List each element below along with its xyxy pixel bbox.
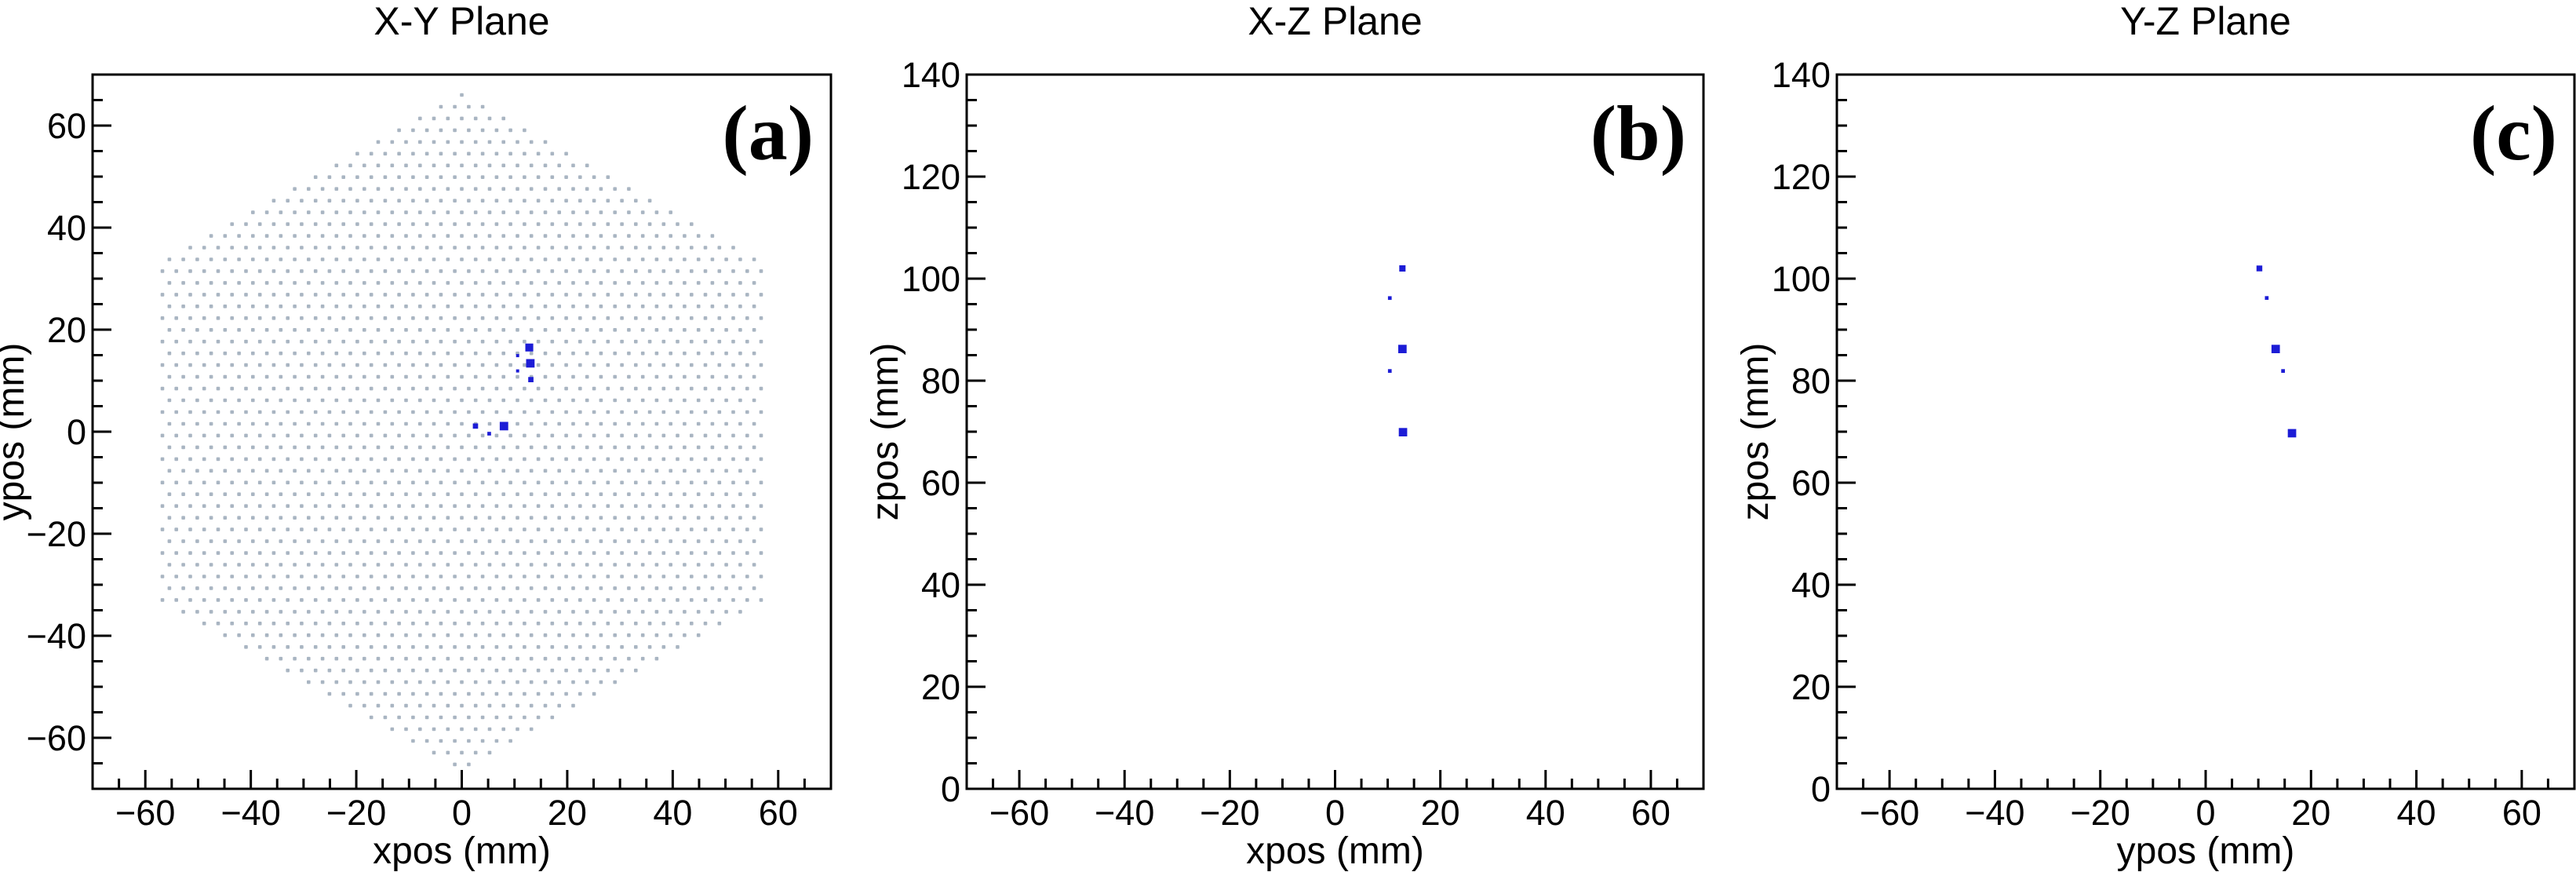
hit-marker [2271, 345, 2280, 353]
hit-marker [1399, 265, 1406, 272]
panel-xz-plane: −60 −40 −20 0 20 40 60 0 20 40 60 80 100 120 140 xpos (… [865, 0, 1705, 872]
x-tick-label: −20 [326, 793, 386, 833]
hit-marker [526, 359, 535, 368]
y-tick-label: −20 [27, 514, 86, 554]
y-tick-label: −40 [27, 616, 86, 656]
hit-marker [1387, 369, 1392, 373]
y-tick-label: 140 [1772, 55, 1831, 95]
x-tick-label: 20 [1421, 793, 1460, 833]
y-tick-label: 80 [1791, 361, 1831, 401]
hit-marker [499, 421, 508, 431]
x-axis-title: xpos (mm) [1246, 830, 1424, 872]
y-tick-label: 40 [921, 565, 960, 605]
y-axis-title: ypos (mm) [0, 343, 32, 521]
hit-marker [487, 432, 491, 436]
x-tick-label: 20 [2291, 793, 2330, 833]
plot-frame [1835, 73, 2576, 790]
y-tick-label: 0 [1811, 769, 1831, 809]
axis-ticks [1837, 73, 2549, 790]
panel-xy-plane: −60 −40 −20 0 20 40 60 −60 −40 −20 0 20 40 60 xpos (mm… [0, 0, 833, 872]
corner-label: (c) [2470, 89, 2557, 177]
plot-frame [965, 73, 1705, 790]
hit-markers [472, 343, 535, 436]
y-tick-label: 140 [902, 55, 960, 95]
y-tick-label: 0 [941, 769, 960, 809]
x-tick-label: 0 [452, 793, 472, 833]
y-tick-label: 0 [67, 412, 86, 452]
y-tick-label: 100 [902, 259, 960, 299]
hit-marker [2256, 265, 2263, 272]
y-tick-label: 60 [921, 463, 960, 503]
hit-marker [1398, 428, 1408, 436]
axis-ticks [93, 99, 806, 789]
y-axis-title: zpos (mm) [865, 343, 906, 521]
corner-label: (a) [722, 89, 814, 177]
x-tick-label: 20 [548, 793, 587, 833]
hit-markers [1387, 265, 1408, 436]
y-tick-label: −60 [27, 718, 86, 758]
hit-marker [1387, 296, 1392, 301]
hit-marker [2287, 429, 2297, 438]
x-tick-label: −40 [220, 793, 280, 833]
x-axis-title: ypos (mm) [2117, 830, 2295, 872]
y-tick-label: 20 [47, 310, 86, 350]
x-tick-label: −60 [115, 793, 175, 833]
x-tick-label: 0 [2195, 793, 2215, 833]
y-tick-label: 100 [1772, 259, 1831, 299]
x-tick-label: 40 [1526, 793, 1565, 833]
axis-ticks [967, 73, 1678, 790]
x-tick-label: 60 [2502, 793, 2541, 833]
panel-title: Y-Z Plane [2120, 0, 2291, 43]
corner-label: (b) [1590, 89, 1686, 177]
y-tick-label: 40 [47, 208, 86, 248]
hit-marker [516, 369, 519, 373]
x-tick-label: −60 [1860, 793, 1919, 833]
panel-yz-plane: −60 −40 −20 0 20 40 60 0 20 40 60 80 100 120 140 ypos (… [1735, 0, 2576, 872]
x-tick-label: −20 [2071, 793, 2130, 833]
x-tick-label: 40 [653, 793, 692, 833]
x-tick-label: 40 [2397, 793, 2436, 833]
x-tick-label: −40 [1965, 793, 2024, 833]
x-tick-label: 60 [1631, 793, 1671, 833]
panel-title: X-Y Plane [373, 0, 549, 43]
y-tick-label: 80 [921, 361, 960, 401]
hit-markers [2256, 265, 2297, 438]
hit-marker [472, 423, 479, 429]
y-axis-title: zpos (mm) [1735, 343, 1776, 521]
x-tick-label: −20 [1200, 793, 1259, 833]
x-tick-label: 60 [759, 793, 798, 833]
y-tick-label: 20 [1791, 667, 1831, 707]
y-tick-label: 60 [47, 106, 86, 146]
hit-marker [2264, 296, 2269, 300]
hit-marker [2281, 369, 2285, 373]
hit-marker [516, 354, 519, 358]
x-axis-title: xpos (mm) [373, 830, 551, 872]
y-tick-label: 120 [1772, 157, 1831, 197]
y-tick-label: 60 [1791, 463, 1831, 503]
x-tick-label: −60 [989, 793, 1049, 833]
panel-title: X-Z Plane [1248, 0, 1422, 43]
y-tick-label: 20 [921, 667, 960, 707]
x-tick-label: 0 [1325, 793, 1345, 833]
detector-lattice [160, 93, 763, 767]
hit-marker [528, 377, 534, 382]
hit-marker [525, 343, 534, 352]
y-tick-label: 40 [1791, 565, 1831, 605]
x-tick-label: −40 [1095, 793, 1154, 833]
hit-marker [1398, 345, 1407, 353]
y-tick-label: 120 [902, 157, 960, 197]
